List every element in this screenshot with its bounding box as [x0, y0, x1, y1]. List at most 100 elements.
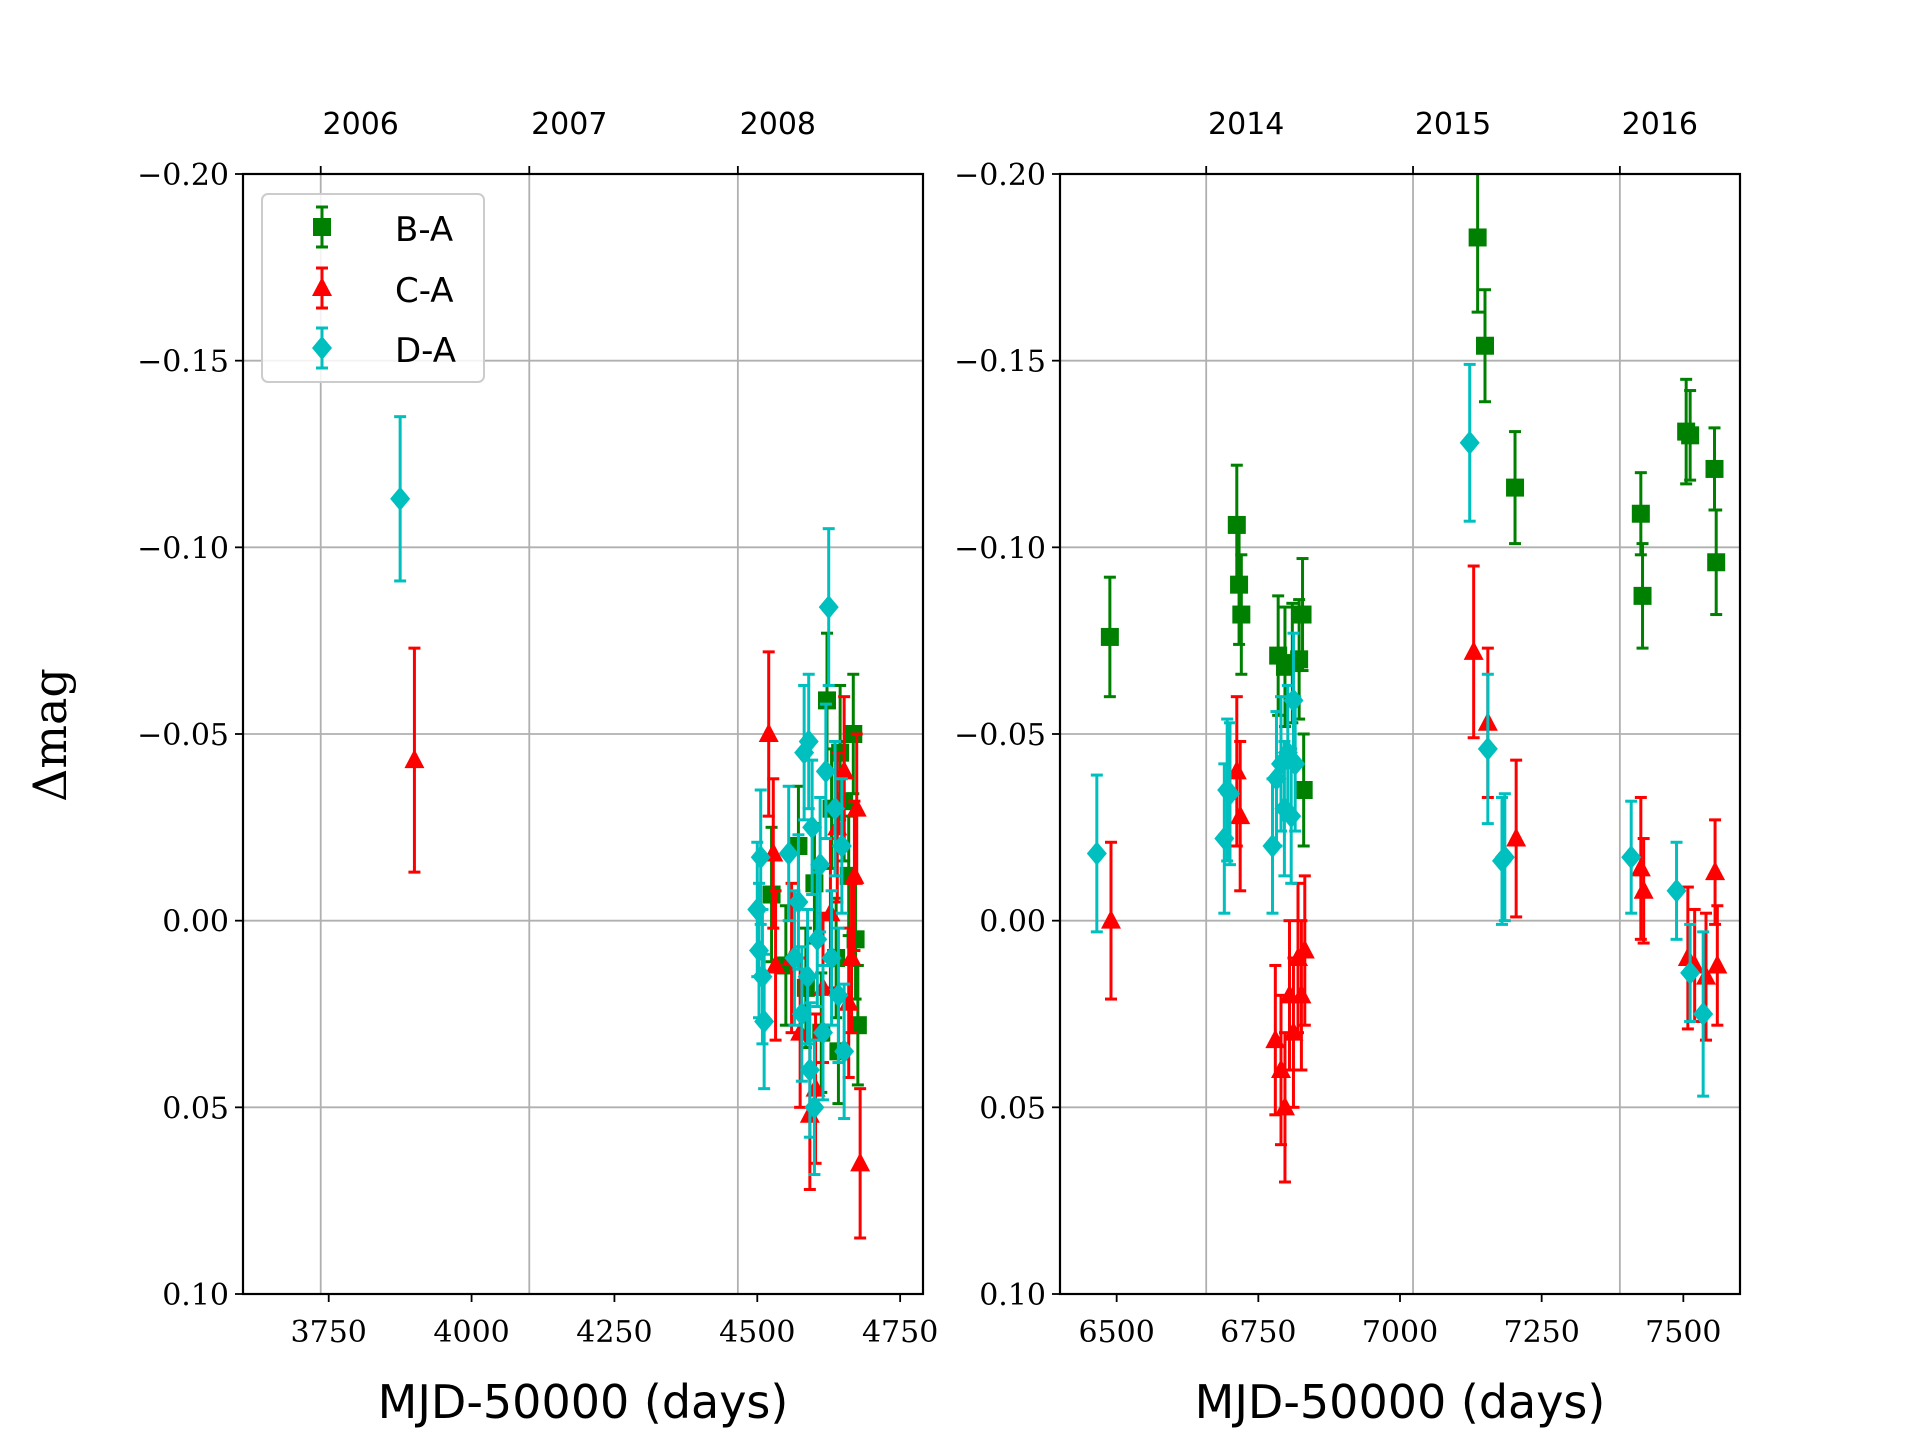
legend-marker-b-a [313, 205, 331, 249]
right-top-year-label: 2014 [1208, 107, 1284, 142]
legend-marker-c-a [312, 266, 332, 310]
legend-symbol-d-a [312, 336, 332, 360]
right-point-b-a [1230, 575, 1249, 594]
legend-box [261, 193, 485, 383]
right-y-tick-label: −0.20 [954, 158, 1046, 193]
left-x-tick-label: 4500 [719, 1315, 795, 1350]
right-point-d-a [1693, 1002, 1714, 1026]
left-y-tick-label: −0.20 [137, 158, 229, 193]
right-top-year-label: 2015 [1415, 107, 1491, 142]
legend-entry-b-a: B-A [313, 205, 453, 250]
left-point-d-a [752, 964, 773, 989]
right-panel: 6500 6750 7000 7250 7500 2014 2015 2016 −0.20 −0.… [954, 107, 1742, 1429]
right-x-tick-label: 6750 [1220, 1315, 1296, 1350]
left-point-d-a [778, 841, 799, 866]
left-y-tick-label: 0.05 [162, 1091, 229, 1126]
left-data-marks [390, 415, 871, 1240]
right-point-b-a [1506, 478, 1525, 497]
right-x-axis-label: MJD-50000 (days) [1195, 1375, 1606, 1429]
right-point-d-a [1086, 841, 1107, 866]
left-x-tick-label: 3750 [291, 1315, 367, 1350]
right-point-d-a [1285, 751, 1306, 776]
left-y-tick-label: 0.00 [162, 905, 229, 940]
legend-symbol-c-a [312, 277, 332, 296]
right-point-c-a [1294, 939, 1315, 959]
right-point-d-a [1494, 845, 1515, 870]
right-point-b-a [1293, 605, 1312, 624]
legend-symbol-b-a [313, 218, 331, 236]
right-point-c-a [1705, 861, 1726, 881]
legend-entry-c-a: C-A [312, 266, 454, 311]
left-point-c-a [841, 947, 862, 966]
left-top-year-label: 2007 [531, 107, 607, 142]
right-x-tick-label: 7250 [1503, 1315, 1579, 1350]
right-point-b-a [1631, 504, 1650, 523]
right-y-tick-label: 0.05 [979, 1091, 1046, 1126]
right-series-c-a [1101, 564, 1728, 1184]
right-point-d-a [1477, 736, 1498, 761]
right-x-tick-label: 7500 [1645, 1315, 1721, 1350]
left-point-d-a [750, 845, 771, 870]
left-point-d-a [818, 595, 839, 620]
left-point-d-a [810, 852, 831, 877]
left-point-c-a [404, 749, 425, 769]
left-point-d-a [831, 834, 852, 858]
left-point-c-a [846, 797, 867, 817]
right-x-tick-label: 7000 [1362, 1315, 1438, 1350]
right-point-b-a [1705, 459, 1724, 478]
left-point-c-a [844, 864, 865, 884]
left-y-tick-label: −0.10 [137, 531, 229, 566]
left-top-year-label: 2008 [740, 107, 816, 142]
left-point-d-a [825, 796, 845, 821]
y-axis-label: Δmag [23, 668, 77, 802]
right-point-c-a [1226, 760, 1247, 780]
right-data-marks [1086, 174, 1728, 1184]
right-point-b-a [1100, 627, 1119, 646]
left-point-c-a [758, 723, 779, 742]
legend-marker-d-a [312, 326, 332, 370]
right-point-c-a [1696, 965, 1716, 985]
left-point-c-a [850, 1152, 871, 1172]
left-point-c-a [790, 1021, 811, 1041]
left-x-axis-label: MJD-50000 (days) [378, 1375, 789, 1429]
right-top-year-label: 2016 [1622, 107, 1698, 142]
right-point-d-a [1220, 781, 1240, 806]
left-panel: 3750 4000 4250 4500 4750 2006 2007 2008 −0.20 −0.… [137, 107, 938, 1429]
right-point-d-a [1621, 845, 1642, 870]
legend-label-d-a: D-A [395, 331, 456, 371]
right-point-c-a [1291, 984, 1312, 1004]
right-point-c-a [1274, 1096, 1295, 1116]
right-point-c-a [1463, 640, 1484, 660]
right-point-c-a [1230, 805, 1251, 825]
left-point-d-a [834, 1039, 855, 1064]
left-point-d-a [815, 759, 836, 784]
right-point-c-a [1630, 857, 1651, 877]
right-point-b-a [1681, 426, 1700, 445]
left-point-b-a [762, 885, 781, 904]
legend-label-b-a: B-A [395, 210, 453, 250]
left-x-tick-label: 4000 [433, 1315, 509, 1350]
left-point-d-a [390, 486, 411, 511]
legend-entry-d-a: D-A [312, 326, 456, 371]
right-series-d-a [1086, 362, 1714, 1098]
right-y-tick-label: −0.15 [954, 345, 1046, 380]
right-y-tick-label: 0.00 [979, 905, 1046, 940]
left-series-d-a [390, 415, 855, 1177]
left-y-tick-label: 0.10 [162, 1278, 229, 1313]
right-ticks: 6500 6750 7000 7250 7500 2014 2015 2016 −0.20 −0.… [954, 107, 1721, 1350]
legend: B-A C-A D-A [261, 193, 485, 383]
left-point-d-a [798, 729, 819, 754]
right-point-d-a [1680, 960, 1701, 985]
right-point-b-a [1294, 781, 1313, 799]
left-x-tick-label: 4250 [576, 1315, 652, 1350]
right-point-c-a [1506, 827, 1527, 847]
left-point-d-a [821, 946, 842, 970]
left-point-d-a [797, 964, 818, 989]
left-y-tick-label: −0.15 [137, 345, 229, 380]
left-point-c-a [765, 954, 786, 974]
left-point-c-a [834, 760, 855, 780]
right-y-tick-label: 0.10 [979, 1278, 1046, 1313]
left-point-d-a [802, 815, 823, 840]
left-y-tick-label: −0.05 [137, 718, 229, 753]
right-x-tick-label: 6500 [1078, 1315, 1154, 1350]
